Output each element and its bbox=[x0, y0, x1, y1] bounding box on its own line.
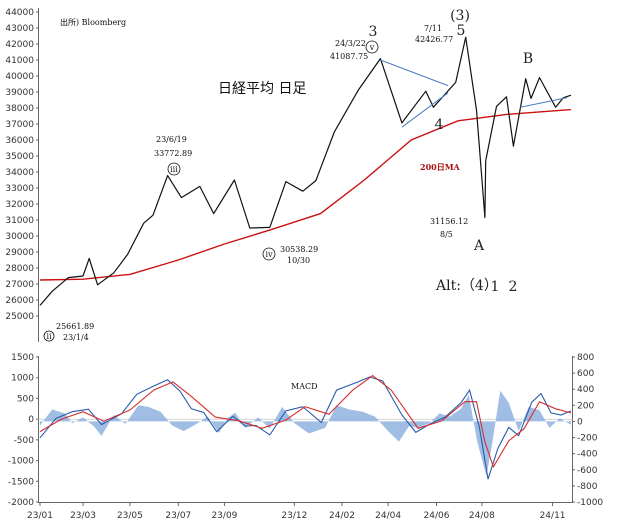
price-tick-label: 41000 bbox=[5, 56, 34, 66]
price-tick-label: 32000 bbox=[5, 200, 34, 210]
alt-wave-label: Alt:（4） bbox=[435, 278, 498, 294]
alt-wave-2-label: 2 bbox=[509, 279, 518, 295]
price-y-ticks: 25000 26000 27000 28000 29000 30000 31000 32000… bbox=[5, 8, 39, 322]
x-tick-label: 23/12 bbox=[281, 511, 307, 521]
x-tick-label: 24/08 bbox=[469, 511, 495, 521]
price-tick-label: 26000 bbox=[5, 296, 34, 306]
macd-left-tick-label: 1500 bbox=[11, 353, 34, 363]
price-tick-label: 28000 bbox=[5, 264, 34, 274]
ma-label: 200日MA bbox=[420, 162, 461, 172]
source-label: 出所) Bloomberg bbox=[60, 17, 126, 27]
annotation-aug-value: 31156.12 bbox=[430, 217, 468, 226]
annotation-jul-date: 7/11 bbox=[424, 24, 442, 33]
price-tick-label: 43000 bbox=[5, 24, 34, 34]
annotation-aug-date: 8/5 bbox=[440, 230, 453, 239]
price-tick-label: 42000 bbox=[5, 40, 34, 50]
wave-ii-label: ⅱ bbox=[46, 332, 51, 341]
wave-v-label: ⅴ bbox=[369, 43, 375, 52]
price-tick-label: 30000 bbox=[5, 232, 34, 242]
macd-right-tick-label: 800 bbox=[577, 353, 594, 363]
wave-b-label: B bbox=[523, 51, 533, 67]
wave-a-label: A bbox=[473, 238, 485, 254]
price-tick-label: 40000 bbox=[5, 72, 34, 82]
price-tick-label: 27000 bbox=[5, 280, 34, 290]
price-tick-label: 35000 bbox=[5, 152, 34, 162]
wave-iv-label: ⅳ bbox=[265, 250, 273, 259]
macd-left-tick-label: 1000 bbox=[11, 374, 34, 384]
wave-ii-circle bbox=[43, 330, 55, 342]
wave-v-circle bbox=[365, 40, 379, 54]
macd-left-tick-label: -500 bbox=[14, 436, 35, 446]
macd-y-ticks: 150010005000-500-1000-1500-2000800600400… bbox=[8, 353, 604, 508]
macd-right-tick-label: -200 bbox=[577, 434, 598, 444]
trend-line bbox=[520, 97, 568, 108]
annotation-oct-value: 30538.29 bbox=[280, 245, 318, 254]
x-tick-label: 24/04 bbox=[375, 511, 401, 521]
annotation-mar-value: 41087.75 bbox=[330, 52, 368, 61]
chart-title: 日経平均 日足 bbox=[218, 81, 306, 97]
x-tick-label: 23/09 bbox=[211, 511, 237, 521]
trend-line bbox=[401, 92, 449, 128]
price-tick-label: 37000 bbox=[5, 120, 34, 130]
wave-iii-label: ⅲ bbox=[170, 165, 178, 174]
macd-right-tick-label: -1000 bbox=[577, 498, 603, 508]
price-tick-label: 34000 bbox=[5, 168, 34, 178]
price-lines bbox=[39, 36, 572, 306]
annotation-low-value: 25661.89 bbox=[56, 322, 94, 331]
macd-left-tick-label: -2000 bbox=[8, 498, 34, 508]
macd-right-tick-label: 200 bbox=[577, 401, 594, 411]
x-tick-label: 24/11 bbox=[540, 511, 566, 521]
macd-right-tick-label: -600 bbox=[577, 466, 598, 476]
macd-left-tick-label: -1500 bbox=[8, 477, 34, 487]
price-tick-label: 31000 bbox=[5, 216, 34, 226]
annotation-jun-value: 33772.89 bbox=[154, 149, 192, 158]
wave-paren-3-label: (3) bbox=[450, 8, 470, 24]
macd-x-ticks: 23/01 23/03 23/05 23/07 23/09 23/12 24/02 24/04… bbox=[27, 502, 566, 521]
macd-right-tick-label: 400 bbox=[577, 385, 594, 395]
annotation-oct-date: 10/30 bbox=[287, 256, 310, 265]
annotation-jul-value: 42426.77 bbox=[415, 35, 453, 44]
macd-left-tick-label: -1000 bbox=[8, 457, 34, 467]
alt-wave-1-label: 1 bbox=[491, 279, 500, 295]
macd-right-tick-label: 0 bbox=[577, 417, 583, 427]
macd-left-tick-label: 500 bbox=[17, 394, 34, 404]
x-tick-label: 23/07 bbox=[165, 511, 191, 521]
price-tick-label: 36000 bbox=[5, 136, 34, 146]
wave-5-label: 5 bbox=[457, 23, 466, 39]
nikkei-price-line bbox=[39, 36, 572, 306]
macd-left-tick-label: 0 bbox=[28, 415, 34, 425]
annotation-jun-date: 23/6/19 bbox=[156, 135, 187, 144]
x-tick-label: 24/06 bbox=[424, 511, 450, 521]
macd-series-signal bbox=[39, 374, 572, 469]
price-tick-label: 44000 bbox=[5, 8, 34, 18]
ma200-line bbox=[39, 108, 572, 281]
wave-iii-circle bbox=[167, 162, 181, 176]
macd-right-tick-label: 600 bbox=[577, 369, 594, 379]
macd-title: MACD bbox=[291, 382, 318, 391]
x-tick-label: 23/05 bbox=[117, 511, 143, 521]
macd-right-tick-label: -400 bbox=[577, 450, 598, 460]
price-tick-label: 25000 bbox=[5, 312, 34, 322]
macd-series-macd bbox=[39, 376, 572, 480]
price-tick-label: 38000 bbox=[5, 104, 34, 114]
price-tick-label: 33000 bbox=[5, 184, 34, 194]
wave-iv-circle bbox=[262, 247, 276, 261]
x-tick-label: 23/03 bbox=[70, 511, 96, 521]
price-tick-label: 39000 bbox=[5, 88, 34, 98]
trend-lines bbox=[380, 59, 568, 128]
annotation-mar-date: 24/3/22 bbox=[335, 39, 366, 48]
trend-line bbox=[380, 59, 449, 87]
annotation-low-date: 23/1/4 bbox=[63, 333, 89, 342]
wave-3-label: 3 bbox=[369, 24, 378, 40]
x-tick-label: 23/01 bbox=[27, 511, 53, 521]
wave-4-label: 4 bbox=[435, 117, 444, 133]
x-tick-label: 24/02 bbox=[329, 511, 355, 521]
macd-lines bbox=[39, 374, 572, 480]
macd-right-tick-label: -800 bbox=[577, 482, 598, 492]
price-tick-label: 29000 bbox=[5, 248, 34, 258]
